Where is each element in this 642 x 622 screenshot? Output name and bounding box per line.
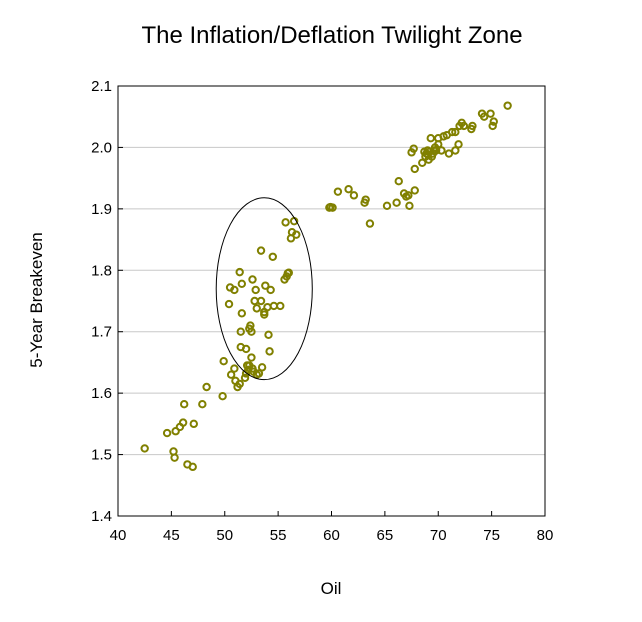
data-point [486,109,495,118]
data-point [426,134,435,143]
data-point [276,301,285,311]
data-point [140,444,149,453]
x-tick-label: 65 [377,527,394,544]
data-point [237,279,247,288]
data-point [189,419,198,429]
gridlines [118,146,545,456]
x-tick-label: 60 [323,527,340,544]
data-point [162,428,172,438]
data-point [489,117,498,126]
data-point [392,198,401,207]
highlight-ellipse [215,197,313,381]
data-point [236,327,245,336]
data-point [218,392,227,401]
data-point [198,400,207,409]
x-tick-label: 80 [537,527,554,544]
data-point [284,268,293,277]
data-point [447,127,457,137]
data-point [254,369,264,378]
data-point [251,285,260,295]
data-point [264,330,273,339]
data-point [224,299,234,309]
data-point [394,177,403,186]
y-tick-label: 2.0 [91,139,112,156]
data-point [451,146,460,155]
data-point [240,373,250,382]
chart-title: The Inflation/Deflation Twilight Zone [141,22,522,49]
data-point [479,112,489,121]
x-tick-label: 70 [430,527,447,544]
x-axis-label: Oil [321,579,342,598]
data-point [349,191,359,200]
data-point [410,186,419,195]
data-point [260,310,269,319]
data-point [230,285,239,295]
data-point [179,400,189,409]
y-tick-label: 2.1 [91,78,112,95]
data-point [247,353,256,362]
data-point [256,296,266,306]
data-point [333,187,343,196]
data-point [241,344,251,354]
data-point [248,275,257,284]
data-point [365,219,375,228]
data-point [459,121,469,131]
y-tick-label: 1.7 [91,324,112,341]
data-point [454,140,463,149]
plot-frame [117,85,546,517]
y-tick-label: 1.8 [91,262,112,279]
data-point [178,418,188,427]
data-point [410,164,419,174]
data-point [468,121,477,131]
data-point [418,158,427,167]
data-point [265,347,274,356]
data-point [444,149,454,158]
data-point [219,357,228,366]
data-point [344,185,353,194]
data-point [488,121,497,131]
y-tick-label: 1.4 [91,508,112,525]
y-axis-label: 5-Year Breakeven [27,232,46,367]
data-point [230,364,239,373]
data-point [404,191,413,200]
x-tick-label: 55 [270,527,287,544]
data-point [409,144,418,153]
y-tick-label: 1.5 [91,447,112,464]
data-point [292,230,301,239]
x-tick-label: 45 [163,527,180,544]
y-tick-label: 1.9 [91,201,112,218]
data-point [247,327,256,336]
data-point [252,304,261,313]
data-point [437,146,446,155]
data-point [171,427,180,436]
data-point [261,281,270,290]
data-point [188,462,197,472]
data-point [257,363,267,372]
data-point [256,246,266,255]
data-point [235,379,244,389]
data-point [226,370,236,379]
x-tick-label: 50 [216,527,233,544]
data-point [268,252,277,261]
data-point [503,101,512,110]
data-point [361,195,370,204]
data-point [281,218,290,227]
data-point [382,201,392,210]
data-point [266,285,275,295]
data-point [451,127,460,137]
data-point [405,201,414,210]
y-tick-label: 1.6 [91,385,112,402]
data-point [202,382,211,392]
axis-ticks: 1.4 1.5 1.6 1.7 1.8 1.9 2.0 2.1 40 45 50 55 60 65 70 75… [91,78,553,544]
data-point [263,302,272,312]
data-point [235,267,244,277]
x-tick-label: 75 [483,527,500,544]
data-point [237,309,247,318]
x-tick-label: 40 [110,527,127,544]
data-point [170,453,179,462]
data-points [140,101,512,472]
data-point [328,203,337,212]
